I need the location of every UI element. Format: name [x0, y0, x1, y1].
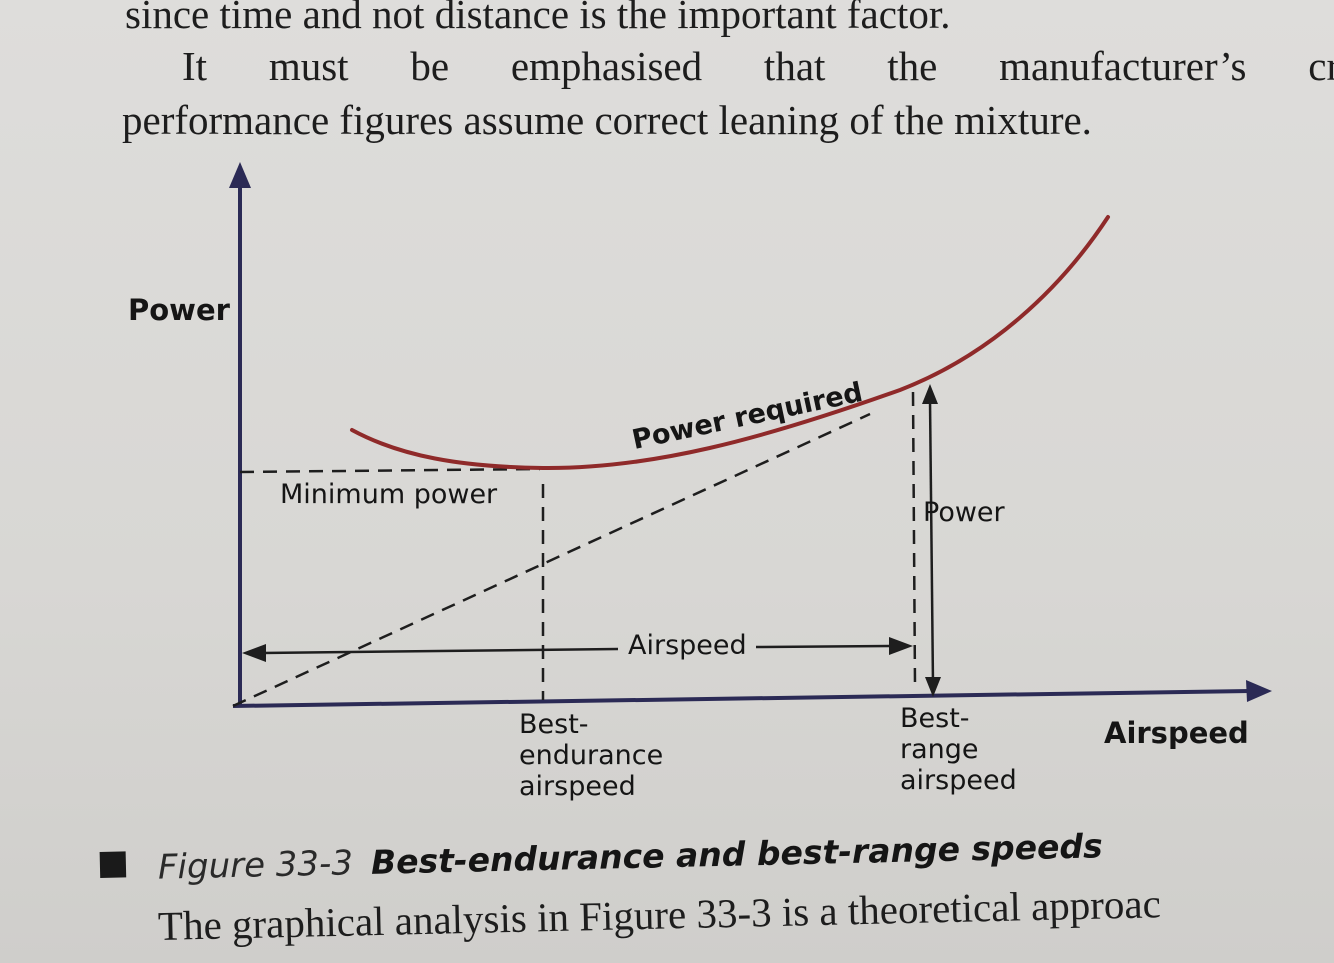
- power-marker-label: Power: [923, 497, 1005, 528]
- word: emphasised: [510, 43, 703, 89]
- best-range-label-line: range: [900, 734, 979, 765]
- word: crui: [1308, 43, 1334, 89]
- airspeed-arrowhead-left: [242, 644, 266, 662]
- best-range-line: [911, 391, 917, 687]
- caption-bullet-icon: [99, 851, 127, 878]
- body-text-line-3: performance figures assume correct leani…: [122, 97, 1092, 143]
- airspeed-arrowhead-right: [889, 637, 913, 655]
- minimum-power-label: Minimum power: [280, 479, 498, 510]
- x-axis: [232, 689, 1251, 708]
- body-text-line-1: since time and not distance is the impor…: [125, 0, 951, 37]
- best-endurance-label-line: Best-: [519, 709, 589, 740]
- word: be: [410, 43, 450, 89]
- y-axis-arrowhead: [229, 162, 251, 188]
- best-endurance-label-line: endurance: [519, 740, 664, 771]
- power-arrow-up: [922, 384, 938, 404]
- word: that: [763, 43, 826, 89]
- x-axis-arrowhead: [1246, 680, 1272, 702]
- best-range-label-line: airspeed: [900, 765, 1017, 796]
- power-arrow-line: [928, 399, 935, 686]
- word: must: [268, 43, 349, 89]
- word: manufacturer’s: [999, 43, 1247, 89]
- caption-number: Figure 33-3: [157, 843, 354, 888]
- power-required-curve: [350, 215, 1110, 471]
- best-endurance-label-line: airspeed: [519, 771, 636, 802]
- airspeed-arrow-left: [261, 647, 619, 655]
- best-range-label: Best- range airspeed: [900, 703, 1017, 796]
- body-text-line-2: It must be emphasised that the manufactu…: [182, 46, 1334, 87]
- airspeed-arrow-right: [755, 644, 893, 649]
- tangent-line: [232, 412, 871, 708]
- y-axis-label: Power: [128, 293, 230, 327]
- x-axis-label: Airspeed: [1104, 716, 1249, 750]
- word: the: [887, 43, 938, 89]
- word: It: [182, 43, 208, 89]
- best-range-label-line: Best-: [900, 703, 970, 734]
- minimum-power-line: [239, 467, 541, 474]
- best-endurance-label: Best- endurance airspeed: [519, 709, 663, 802]
- power-arrow-down: [925, 677, 941, 697]
- airspeed-marker-label: Airspeed: [628, 630, 747, 661]
